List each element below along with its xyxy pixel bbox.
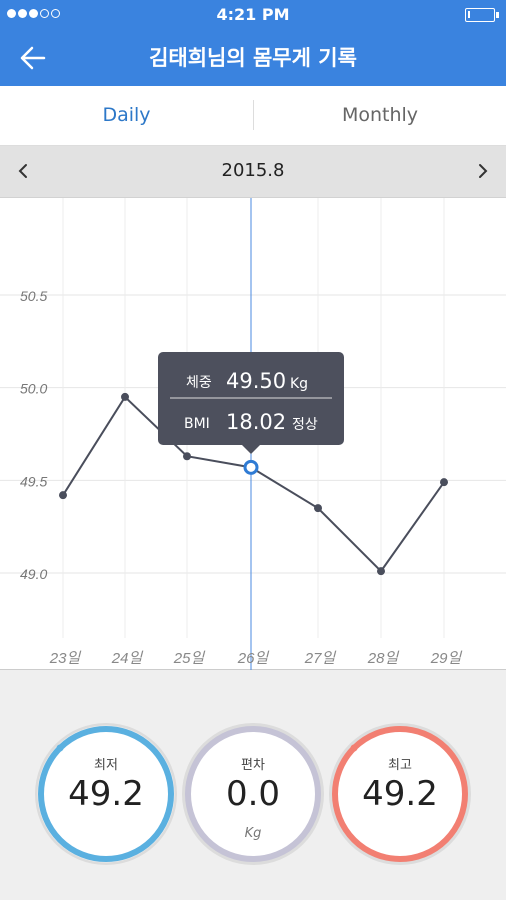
status-bar: 4:21 PM (0, 0, 506, 30)
tooltip-weight-unit: Kg (290, 376, 308, 392)
tooltip-bmi-status: 정상 (292, 417, 318, 433)
tab-monthly[interactable]: Monthly (341, 104, 419, 126)
gauge-ring (182, 723, 324, 865)
deviation-gauge: 편차 0.0 Kg (181, 722, 325, 866)
y-tick-label: 49.0 (20, 566, 47, 582)
y-tick-label: 49.5 (20, 473, 47, 489)
page-title: 김태희님의 몸무게 기록 (149, 46, 357, 70)
month-selector: 2015.8 (0, 146, 506, 198)
app-header: 김태희님의 몸무게 기록 (0, 30, 506, 86)
prev-month-button[interactable] (9, 156, 39, 186)
x-tick-label: 28일 (367, 650, 400, 667)
signal-dot (40, 9, 49, 18)
data-point (121, 392, 129, 401)
tooltip-weight-value: 49.50 (226, 369, 286, 393)
data-point (183, 452, 191, 461)
gauge-ring (35, 723, 177, 865)
max-weight-gauge: 최고 49.2 (328, 722, 472, 866)
min-label: 최저 (94, 758, 118, 773)
x-tick-label: 23일 (49, 650, 82, 667)
tab-daily[interactable]: Daily (102, 104, 151, 126)
max-label: 최고 (388, 758, 412, 773)
signal-dot (51, 9, 60, 18)
weight-chart: 50.5 50.0 49.5 49.0 23일 24일 25일 26일 27일 28일 29일 체중 4… (0, 198, 506, 670)
data-point (59, 491, 67, 500)
battery-level (468, 11, 470, 18)
next-month-button[interactable] (467, 156, 497, 186)
x-tick-label: 26일 (237, 650, 270, 667)
min-weight-gauge: 최저 49.2 (34, 722, 178, 866)
current-month: 2015.8 (221, 160, 285, 181)
x-tick-label: 24일 (111, 650, 144, 667)
signal-dot (7, 9, 16, 18)
deviation-unit: Kg (244, 826, 262, 841)
deviation-value: 0.0 (225, 774, 281, 814)
tab-divider (253, 100, 254, 130)
status-time: 4:21 PM (216, 5, 290, 24)
back-button[interactable] (14, 40, 54, 76)
gauge-ring (329, 723, 471, 865)
tooltip-weight-label: 체중 (186, 375, 212, 391)
tab-bar: Daily Monthly (0, 86, 506, 231)
x-tick-label: 25일 (173, 650, 206, 667)
signal-dot (18, 9, 27, 18)
deviation-label: 편차 (241, 758, 265, 773)
signal-strength-icon (7, 9, 60, 18)
y-tick-label: 50.5 (20, 288, 47, 304)
x-tick-label: 27일 (304, 650, 337, 667)
arrow-left-icon (20, 46, 46, 70)
data-point (440, 478, 448, 487)
tooltip-pointer (242, 445, 260, 454)
data-point (377, 567, 385, 576)
signal-dot (29, 9, 38, 18)
max-value: 49.2 (362, 774, 438, 814)
min-value: 49.2 (68, 774, 144, 814)
weight-line-chart: 50.5 50.0 49.5 49.0 23일 24일 25일 26일 27일 28일 29일 체중 4… (0, 198, 506, 670)
x-tick-label: 29일 (430, 650, 463, 667)
summary-panel: 최저 49.2 편차 0.0 Kg 최고 49.2 (0, 670, 506, 900)
battery-icon (465, 8, 499, 22)
chevron-right-icon (479, 164, 488, 178)
y-tick-label: 50.0 (20, 381, 47, 397)
tooltip-bmi-label: BMI (184, 416, 210, 432)
tooltip-bmi-value: 18.02 (226, 410, 286, 434)
selected-data-point (243, 459, 259, 475)
data-point (314, 504, 322, 513)
chevron-left-icon (18, 164, 27, 178)
